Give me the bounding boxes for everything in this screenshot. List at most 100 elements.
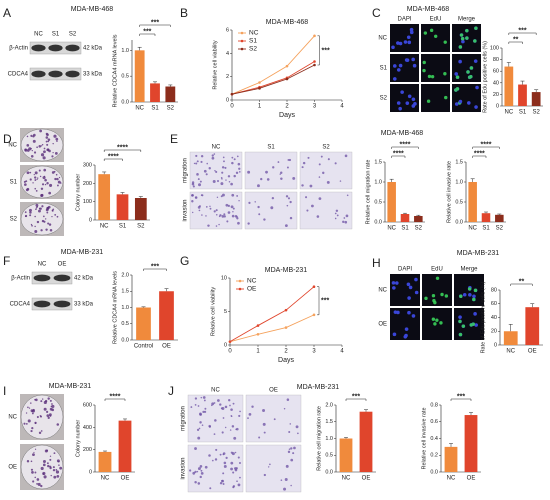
cell <box>232 485 236 488</box>
colony <box>32 139 36 143</box>
x-tick-label: 4 <box>340 349 344 355</box>
x-tick-label: OE <box>467 476 476 482</box>
cell <box>342 220 345 224</box>
bar <box>134 198 147 220</box>
cell <box>327 158 330 161</box>
nucleus <box>473 59 478 63</box>
band <box>53 274 71 282</box>
cell <box>194 480 197 484</box>
cell <box>200 396 203 399</box>
colony <box>34 225 36 228</box>
colony <box>47 397 50 400</box>
column-label: NC <box>212 145 221 151</box>
cell <box>209 205 211 208</box>
nucleus <box>468 293 472 297</box>
column-label: EdU <box>431 267 443 273</box>
panel-title: MDA-MB-468 <box>381 130 424 137</box>
x-axis-label: Days <box>279 112 295 119</box>
significance: *** <box>518 27 526 34</box>
significance: *** <box>352 393 360 400</box>
colony <box>39 415 42 417</box>
colony <box>51 403 53 405</box>
cell <box>287 197 291 200</box>
cell <box>220 195 223 198</box>
y-tick-label: 6 <box>226 27 229 33</box>
cell <box>305 196 308 199</box>
band <box>65 70 80 78</box>
bar <box>495 214 504 222</box>
cell <box>269 463 271 466</box>
cell <box>194 397 198 400</box>
bar <box>400 214 410 222</box>
colony <box>30 468 34 471</box>
cell <box>223 215 226 218</box>
row-label: S1 <box>10 180 18 186</box>
cell <box>223 461 227 465</box>
cell <box>193 162 196 165</box>
colony <box>32 480 35 483</box>
cell <box>221 215 225 218</box>
y-tick-label: 1.5 <box>455 159 463 165</box>
nucleus <box>408 285 413 290</box>
cell <box>286 398 290 401</box>
cell <box>200 160 203 164</box>
cell <box>307 156 310 159</box>
nucleus <box>391 45 395 50</box>
edu-cell <box>432 298 436 303</box>
nucleus <box>462 292 467 297</box>
cell <box>263 473 266 477</box>
colony <box>34 187 37 190</box>
row-label: S2 <box>10 217 18 223</box>
edu-cell <box>472 297 476 302</box>
column-label: DAPI <box>397 17 411 23</box>
edu-cell <box>422 68 426 73</box>
colony <box>53 134 57 138</box>
colony <box>23 422 26 425</box>
significance-bracket <box>508 41 523 44</box>
x-tick-label: 3 <box>312 349 316 355</box>
cell <box>191 182 195 186</box>
cell <box>236 155 239 158</box>
cell <box>222 193 225 197</box>
cell <box>194 447 197 450</box>
y-tick-label: 1.5 <box>325 419 333 425</box>
band <box>33 274 51 282</box>
bar <box>134 50 145 102</box>
bar <box>98 174 111 220</box>
colony <box>43 168 47 172</box>
cell <box>198 183 202 187</box>
x-tick-label: S1 <box>119 224 127 230</box>
cell <box>195 196 197 199</box>
nucleus <box>454 102 459 106</box>
colony <box>54 151 58 155</box>
colony <box>39 207 42 210</box>
bar <box>150 83 160 102</box>
colony <box>49 455 52 457</box>
cell <box>279 173 281 175</box>
y-tick-label: 1.5 <box>121 289 129 295</box>
colony <box>56 423 60 426</box>
nucleus <box>461 39 465 44</box>
y-tick-label: 100 <box>490 45 499 51</box>
cell <box>235 428 237 431</box>
cell <box>213 210 216 213</box>
cell <box>334 162 337 165</box>
y-tick-label: 200 <box>83 447 92 453</box>
colony <box>37 482 41 486</box>
colony <box>54 213 57 216</box>
line <box>229 286 315 343</box>
cell <box>221 431 224 434</box>
cell <box>224 405 228 409</box>
y-tick-label: 1.0 <box>121 48 129 54</box>
point <box>284 308 288 312</box>
colony <box>41 205 44 208</box>
nucleus <box>474 323 478 327</box>
nucleus <box>412 63 417 68</box>
significance-bracket <box>472 155 487 158</box>
line <box>229 314 315 343</box>
row-label: NC <box>8 415 17 421</box>
colony <box>46 133 49 137</box>
panel-title: MDA-MB-231 <box>49 383 92 390</box>
legend-label: OE <box>247 286 257 293</box>
colony <box>52 466 55 469</box>
